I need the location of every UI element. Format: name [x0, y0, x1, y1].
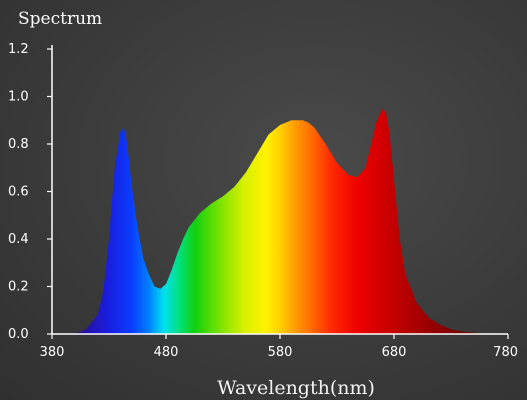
x-axis-title: Wavelength(nm) — [217, 377, 375, 399]
spectrum-area — [74, 108, 486, 334]
x-tick-label: 480 — [154, 345, 179, 360]
y-tick-label: 0.6 — [8, 185, 29, 200]
x-tick-label: 380 — [40, 345, 65, 360]
y-tick-label: 0.8 — [8, 137, 29, 152]
x-tick-label: 580 — [268, 345, 293, 360]
y-tick-label: 0.0 — [8, 327, 29, 342]
x-axis-ticks: 380 480 580 680 780 — [40, 334, 518, 360]
y-tick-label: 0.2 — [8, 280, 29, 295]
y-tick-label: 1.2 — [8, 42, 29, 57]
x-tick-label: 680 — [382, 345, 407, 360]
chart-title: Spectrum — [18, 9, 102, 29]
y-axis-ticks: 0.0 0.2 0.4 0.6 0.8 1.0 1.2 — [8, 42, 52, 342]
x-tick-label: 780 — [493, 345, 518, 360]
y-tick-label: 0.4 — [8, 232, 29, 247]
y-tick-label: 1.0 — [8, 90, 29, 105]
